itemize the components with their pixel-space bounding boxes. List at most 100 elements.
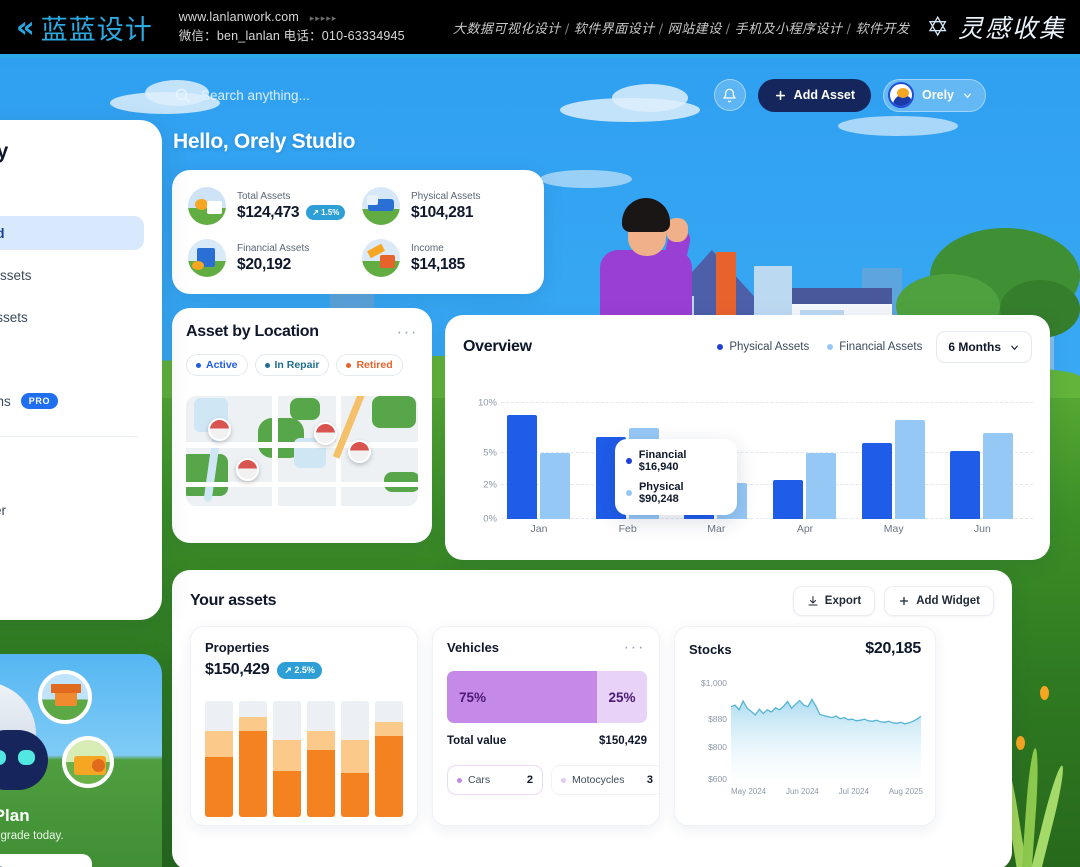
upgrade-plan-card[interactable]: Upgrade Plan AI Features, Upgrade today.…	[0, 654, 162, 867]
search-input[interactable]	[201, 87, 441, 103]
sidebar-item-logout[interactable]: Logout	[0, 535, 144, 569]
your-assets-title: Your assets	[190, 592, 277, 609]
export-label: Export	[824, 595, 862, 607]
vehicles-title: Vehicles	[447, 640, 500, 655]
legend-dot-icon	[561, 777, 566, 783]
stocks-x-tick: Jul 2024	[838, 787, 869, 796]
sidebar-item-transactions[interactable]: Transactions PRO	[0, 384, 144, 418]
bar[interactable]	[861, 443, 892, 519]
properties-delta-badge: ↗ 2.5%	[277, 661, 322, 679]
stat-label: Physical Assets	[411, 190, 481, 202]
add-widget-button[interactable]: Add Widget	[884, 586, 994, 616]
property-bar[interactable]	[375, 701, 403, 817]
watermark-contact-line: 微信：ben_lanlan 电话：010-63334945	[178, 29, 405, 43]
service-item: 软件界面设计	[573, 21, 655, 37]
your-assets-header: Your assets Export	[190, 586, 994, 616]
your-assets-card: Your assets Export	[172, 570, 1012, 867]
asset-status-filters: Active In Repair Retired	[186, 354, 418, 376]
sidebar-item-financial-assets[interactable]: Financial Assets	[0, 258, 144, 292]
more-horizontal-icon[interactable]: ···	[623, 637, 645, 657]
vehicles-legend-cars[interactable]: Cars 2	[447, 765, 543, 795]
map-pin[interactable]	[314, 422, 337, 445]
more-horizontal-icon[interactable]: ···	[396, 321, 418, 341]
user-menu[interactable]: Orely	[883, 78, 986, 112]
grid-line	[501, 484, 1033, 485]
location-map[interactable]	[186, 396, 418, 506]
card-badge-icon	[62, 736, 114, 788]
user-name: Orely	[922, 88, 954, 102]
property-bar[interactable]	[307, 701, 335, 817]
watermark-underline	[0, 54, 1080, 58]
range-selector[interactable]: 6 Months	[936, 331, 1032, 363]
notifications-button[interactable]	[713, 79, 746, 111]
upgrade-to-pro-button[interactable]: Upgrade to Pro	[0, 854, 92, 867]
property-bar[interactable]	[273, 701, 301, 817]
stat-value: $20,192	[237, 255, 291, 273]
filter-chip-active[interactable]: Active	[186, 354, 248, 376]
vehicles-legend-motocycles[interactable]: Motocycles 3	[551, 765, 659, 795]
stocks-x-tick: May 2024	[731, 787, 767, 796]
property-bar[interactable]	[341, 701, 369, 817]
add-asset-button[interactable]: Add Asset	[757, 78, 872, 112]
watermark-bar: « 蓝蓝设计 www.lanlanwork.com ▸▸▸▸▸ 微信：ben_l…	[0, 0, 1080, 54]
watermark-services: 大数据可视化设计 / 软件界面设计 / 网站建设 / 手机及小程序设计 / 软件开发	[453, 18, 910, 37]
stat-physical-assets: Physical Assets $104,281	[362, 184, 528, 228]
stat-label: Income	[411, 242, 444, 254]
bell-icon	[723, 88, 736, 102]
overview-bar-chart: 0% 2% 5% 10% Jan Feb Mar Apr May Jun Financial $…	[463, 391, 1033, 541]
bar[interactable]	[773, 480, 803, 519]
bar[interactable]	[806, 453, 836, 519]
vehicles-total-row: Total value $150,429	[447, 735, 647, 747]
avatar	[888, 82, 915, 108]
asset-by-location-title: Asset by Location	[186, 323, 319, 340]
property-bar-filled	[205, 756, 233, 817]
pro-badge: PRO	[20, 393, 59, 409]
map-pin[interactable]	[348, 440, 371, 463]
stat-financial-assets: Financial Assets $20,192	[188, 236, 354, 280]
property-bar-partial	[341, 740, 369, 773]
property-bar[interactable]	[205, 701, 233, 817]
sidebar-item-label: Help Center	[0, 502, 7, 518]
sidebar-item-dashboard[interactable]: Dashboard	[0, 216, 144, 250]
stat-label: Total Assets	[237, 190, 291, 202]
service-separator: /	[658, 21, 664, 37]
sidebar-item-insights[interactable]: Insights	[0, 342, 144, 376]
tooltip-row-physical: Physical $90,248	[626, 481, 726, 505]
upgrade-title: Upgrade Plan	[0, 806, 30, 825]
property-bar-filled	[239, 731, 267, 817]
search-icon	[175, 88, 190, 103]
map-pin[interactable]	[208, 418, 231, 441]
x-axis-label: Feb	[618, 523, 637, 535]
filter-chip-retired[interactable]: Retired	[336, 354, 403, 376]
x-axis-label: Jan	[530, 523, 548, 535]
sidebar-item-help-center[interactable]: Help Center	[0, 493, 144, 527]
sidebar-item-label: Transactions	[0, 393, 11, 409]
property-bar-partial	[307, 731, 335, 750]
bar[interactable]	[950, 451, 981, 519]
sidebar-item-settings[interactable]: Settings	[0, 451, 144, 485]
stocks-sparkline	[731, 698, 921, 779]
service-item: 手机及小程序设计	[734, 21, 843, 37]
bar[interactable]	[983, 433, 1014, 519]
bar[interactable]	[540, 453, 570, 519]
robot-icon	[0, 682, 48, 790]
sidebar-brand: Wealthy	[0, 140, 9, 163]
download-icon	[808, 596, 818, 606]
legend-count: 3	[646, 774, 653, 786]
property-bar-filled	[375, 735, 403, 817]
bar[interactable]	[894, 420, 925, 519]
export-button[interactable]: Export	[792, 586, 876, 616]
property-bar[interactable]	[239, 701, 267, 817]
upgrade-subtitle: AI Features, Upgrade today.	[0, 830, 64, 842]
stocks-x-tick: Aug 2025	[888, 787, 923, 796]
stat-value: $124,473	[237, 203, 300, 221]
bar[interactable]	[507, 415, 537, 519]
filter-chip-in-repair[interactable]: In Repair	[254, 354, 330, 376]
y-axis-tick: 10%	[477, 397, 497, 409]
sidebar-item-physical-assets[interactable]: Physical Assets	[0, 300, 144, 334]
map-pin[interactable]	[236, 458, 259, 481]
robot-face-icon	[0, 730, 48, 790]
search-bar[interactable]	[174, 87, 441, 104]
vehicles-secondary-share: 25%	[597, 671, 647, 723]
